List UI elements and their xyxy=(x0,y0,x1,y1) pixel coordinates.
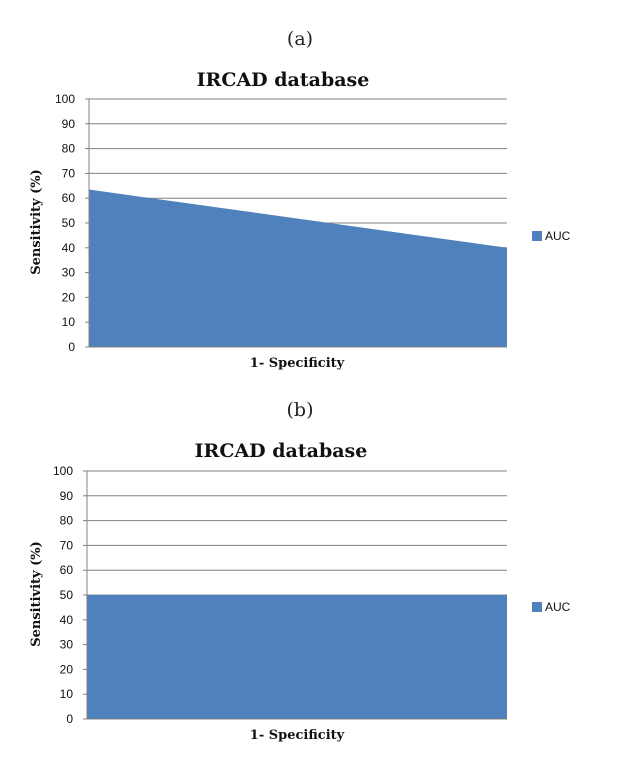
chart-a-y-tick-label: 100 xyxy=(55,92,75,106)
chart-b-title: IRCAD database xyxy=(195,440,368,462)
chart-b-y-tick-label: 60 xyxy=(60,563,74,577)
chart-b-legend-label: AUC xyxy=(545,600,571,614)
chart-a-title: IRCAD database xyxy=(197,69,370,91)
chart-a-y-tick-label: 70 xyxy=(62,166,76,180)
chart-b-legend-swatch xyxy=(532,602,542,612)
chart-b-y-tick-label: 0 xyxy=(66,712,73,726)
chart-a-x-axis-label: 1- Specificity xyxy=(250,356,345,371)
chart-b-y-tick-label: 20 xyxy=(60,662,74,676)
chart-b-y-tick-label: 50 xyxy=(60,588,74,602)
chart-b-y-tick-label: 90 xyxy=(60,489,74,503)
chart-a-y-tick-label: 40 xyxy=(62,241,76,255)
chart-a-legend-label: AUC xyxy=(545,229,571,243)
chart-a-y-tick-label: 80 xyxy=(62,142,76,156)
chart-a-legend-swatch xyxy=(532,231,542,241)
chart-a: (a) IRCAD database 0 10 20 30 40 50 60 70 80 90 10… xyxy=(29,28,571,371)
chart-b-y-tick-label: 40 xyxy=(60,613,74,627)
chart-a-y-tick-label: 10 xyxy=(62,315,76,329)
chart-b-y-ticks: 0 10 20 30 40 50 60 70 80 90 100 xyxy=(53,464,87,726)
chart-a-caption: (a) xyxy=(287,28,313,50)
chart-b-y-tick-label: 10 xyxy=(60,687,74,701)
chart-a-y-tick-label: 60 xyxy=(62,191,76,205)
chart-a-y-ticks: 0 10 20 30 40 50 60 70 80 90 100 xyxy=(55,92,89,354)
chart-b-x-axis-label: 1- Specificity xyxy=(250,728,345,743)
chart-a-auc-area xyxy=(89,189,507,347)
chart-a-y-tick-label: 50 xyxy=(62,216,76,230)
chart-a-y-tick-label: 20 xyxy=(62,290,76,304)
chart-b-y-tick-label: 100 xyxy=(53,464,73,478)
chart-b-auc-area xyxy=(87,595,507,719)
chart-b-y-tick-label: 70 xyxy=(60,538,74,552)
chart-b-y-tick-label: 80 xyxy=(60,514,74,528)
chart-a-y-axis-label: Sensitivity (%) xyxy=(29,169,44,275)
chart-b-y-axis-label: Sensitivity (%) xyxy=(29,541,44,647)
chart-a-y-tick-label: 0 xyxy=(68,340,75,354)
chart-a-y-tick-label: 30 xyxy=(62,266,76,280)
chart-b: (b) IRCAD database 0 10 20 30 40 50 60 70 80 90 10… xyxy=(29,399,571,743)
chart-a-y-tick-label: 90 xyxy=(62,117,76,131)
chart-b-caption: (b) xyxy=(287,399,314,421)
chart-b-y-tick-label: 30 xyxy=(60,638,74,652)
